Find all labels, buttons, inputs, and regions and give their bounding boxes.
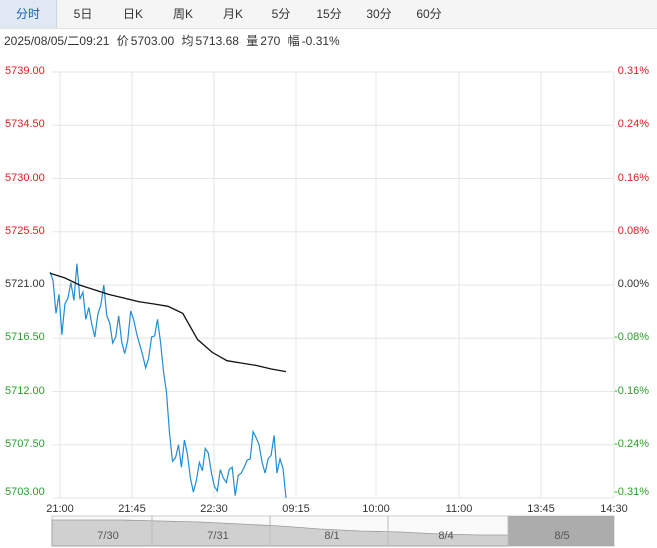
y-tick-label: 5734.50 (5, 118, 45, 131)
price-label: 价 (116, 34, 129, 48)
pct-tick-label: 0.31% (617, 65, 649, 77)
tab-8[interactable]: 60分 (416, 7, 442, 21)
x-tick-label: 09:15 (282, 503, 310, 515)
price-line (49, 263, 287, 499)
tab-4[interactable]: 月K (222, 7, 243, 21)
navigator-area (51, 519, 509, 547)
tab-1[interactable]: 5日 (73, 7, 93, 21)
pct-tick-label: 0.16% (617, 171, 649, 184)
x-tick-label: 22:30 (200, 503, 228, 515)
x-tick-label: 11:00 (445, 503, 473, 515)
quote-info-bar: 2025/08/05/二09:21 价 5703.00 均 5713.68 量 270… (0, 30, 340, 52)
pct-tick-label: -0.24% (614, 437, 649, 450)
x-tick-label: 21:00 (46, 503, 74, 515)
change-value: -0.31% (301, 34, 340, 48)
navigator-date-label: 7/30 (97, 530, 119, 542)
datetime-label: 2025/08/05/二09:21 (4, 34, 110, 48)
tab-0[interactable]: 分时 (0, 0, 57, 28)
y-tick-label: 5739.00 (5, 65, 45, 77)
pct-tick-label: -0.08% (614, 331, 649, 344)
y-tick-label: 5721.00 (5, 278, 45, 290)
pct-tick-label: 0.08% (617, 224, 649, 237)
x-tick-label: 21:45 (118, 503, 146, 515)
x-tick-label: 14:30 (600, 503, 628, 515)
x-tick-label: 10:00 (362, 503, 390, 515)
volume-label: 量 (246, 34, 259, 48)
change-label: 幅 (287, 34, 300, 48)
tab-3[interactable]: 周K (172, 7, 193, 21)
navigator-selection[interactable] (508, 516, 614, 546)
avg-value: 5713.68 (195, 34, 239, 48)
pct-tick-label: -0.31% (614, 486, 649, 498)
average-line (49, 272, 287, 373)
tab-7[interactable]: 30分 (366, 7, 392, 21)
y-tick-label: 5725.50 (5, 224, 45, 237)
avg-label: 均 (181, 34, 194, 48)
price-value: 5703.00 (130, 34, 175, 48)
pct-tick-label: -0.16% (614, 384, 649, 397)
navigator-date-label: 8/4 (438, 530, 454, 542)
pct-tick-label: 0.24% (617, 118, 649, 131)
y-tick-label: 5730.00 (5, 171, 45, 184)
volume-value: 270 (260, 34, 281, 48)
y-tick-label: 5712.00 (5, 384, 45, 397)
navigator-date-label: 7/31 (207, 530, 229, 542)
navigator-date-label: 8/1 (324, 530, 340, 542)
y-tick-label: 5716.50 (5, 331, 45, 344)
navigator-date-label: 8/5 (554, 530, 570, 542)
period-tab-bar: 分时 5日 日K 周K 月K 5分 15分 30分 60分 (0, 0, 657, 29)
tab-2[interactable]: 日K (122, 7, 143, 21)
pct-tick-label: 0.00% (617, 278, 649, 290)
tab-6[interactable]: 15分 (316, 7, 342, 21)
y-tick-label: 5703.00 (5, 486, 45, 498)
x-tick-label: 13:45 (527, 503, 555, 515)
tab-5[interactable]: 5分 (271, 7, 291, 21)
y-tick-label: 5707.50 (5, 437, 45, 450)
